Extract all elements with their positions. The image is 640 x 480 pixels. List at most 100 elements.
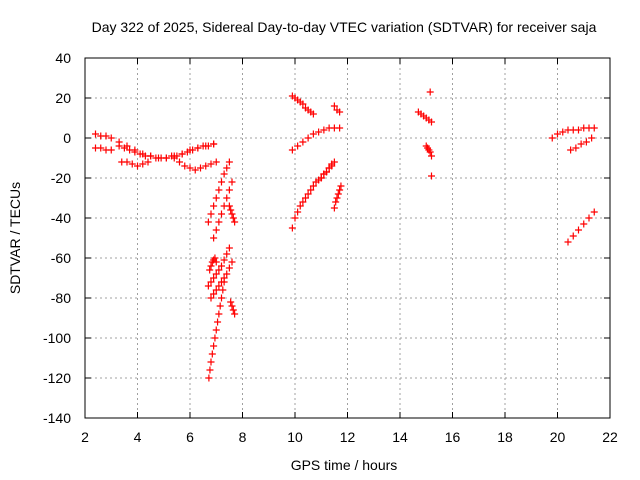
grid-lines (85, 58, 610, 418)
data-point (309, 130, 317, 138)
data-point (309, 110, 317, 118)
y-axis-label: SDTVAR / TECUs (7, 182, 23, 294)
data-point (229, 306, 237, 314)
data-point (575, 226, 582, 234)
data-point (337, 182, 345, 190)
data-point (330, 102, 338, 110)
data-point (320, 126, 328, 134)
series-arc-9 (206, 254, 220, 274)
data-point (183, 148, 191, 156)
x-tick-label: 6 (186, 429, 194, 445)
data-point (223, 164, 231, 172)
series-arc-20 (414, 108, 435, 126)
data-point (181, 162, 189, 170)
series-arc-4 (115, 140, 218, 162)
data-point (225, 244, 233, 252)
data-point (126, 146, 134, 154)
y-tick-label: -80 (51, 290, 71, 306)
data-point (208, 350, 216, 358)
chart-title: Day 322 of 2025, Sidereal Day-to-day VTE… (92, 19, 597, 35)
data-point (128, 160, 136, 168)
data-point (134, 162, 141, 170)
data-point (178, 150, 186, 158)
data-point (218, 210, 225, 218)
data-point (330, 158, 338, 166)
data-point (328, 162, 336, 170)
x-tick-label: 18 (497, 429, 513, 445)
data-point (294, 208, 302, 216)
data-point (210, 290, 218, 298)
data-point (288, 224, 296, 232)
data-point (580, 220, 588, 228)
data-point (227, 206, 235, 214)
data-point (590, 208, 598, 216)
y-tick-label: 0 (63, 130, 71, 146)
y-tick-label: -120 (43, 370, 71, 386)
series-arc-8 (225, 202, 239, 226)
data-point (218, 262, 225, 270)
data-point (582, 138, 590, 146)
data-point (210, 234, 218, 242)
data-point (186, 164, 194, 172)
data-point (229, 214, 237, 222)
series-arc-17 (317, 158, 338, 182)
data-point (330, 204, 338, 212)
data-point (215, 186, 223, 194)
data-point (162, 154, 170, 162)
data-point (210, 202, 218, 210)
data-point (336, 124, 344, 132)
data-point (97, 144, 105, 152)
data-point (218, 178, 225, 186)
data-point (147, 152, 155, 160)
data-point (215, 282, 223, 290)
data-point (107, 146, 115, 154)
data-point (334, 190, 342, 198)
y-tick-label: -40 (51, 210, 71, 226)
data-point (220, 278, 228, 286)
data-point (223, 194, 231, 202)
data-point (212, 226, 220, 234)
data-point (215, 218, 223, 226)
series-arc-12 (205, 278, 228, 382)
data-point (216, 302, 224, 310)
series-arc-7 (210, 178, 236, 242)
data-point (120, 144, 128, 152)
data-point (219, 286, 227, 294)
series-arc-16 (288, 160, 336, 232)
data-point (204, 218, 212, 226)
y-tick-label: -100 (43, 330, 71, 346)
data-point (227, 298, 235, 306)
data-point (575, 126, 582, 134)
data-point (572, 144, 580, 152)
data-point (296, 202, 304, 210)
data-point (220, 256, 228, 264)
data-point (294, 142, 302, 150)
series-arc-15 (288, 124, 344, 154)
data-point (323, 168, 330, 176)
x-tick-label: 22 (602, 429, 618, 445)
series-arc-5 (170, 154, 220, 174)
x-tick-label: 2 (81, 429, 89, 445)
data-point (212, 158, 220, 166)
data-point (299, 100, 307, 108)
x-tick-label: 4 (134, 429, 142, 445)
data-point (206, 366, 214, 374)
data-point (228, 210, 236, 218)
data-point (207, 262, 215, 270)
data-point (223, 250, 231, 258)
data-point (136, 150, 144, 158)
data-point (207, 358, 215, 366)
data-point (202, 162, 210, 170)
x-tick-label: 20 (550, 429, 566, 445)
data-point (212, 194, 220, 202)
data-point (559, 128, 567, 136)
data-point (212, 258, 220, 266)
data-point (123, 158, 131, 166)
data-point (170, 154, 178, 162)
data-point (307, 186, 315, 194)
data-point (220, 170, 228, 178)
data-point (225, 202, 233, 210)
x-tick-labels: 2 4 6 8 10 12 14 16 18 20 22 (81, 429, 618, 445)
data-point (197, 164, 204, 172)
